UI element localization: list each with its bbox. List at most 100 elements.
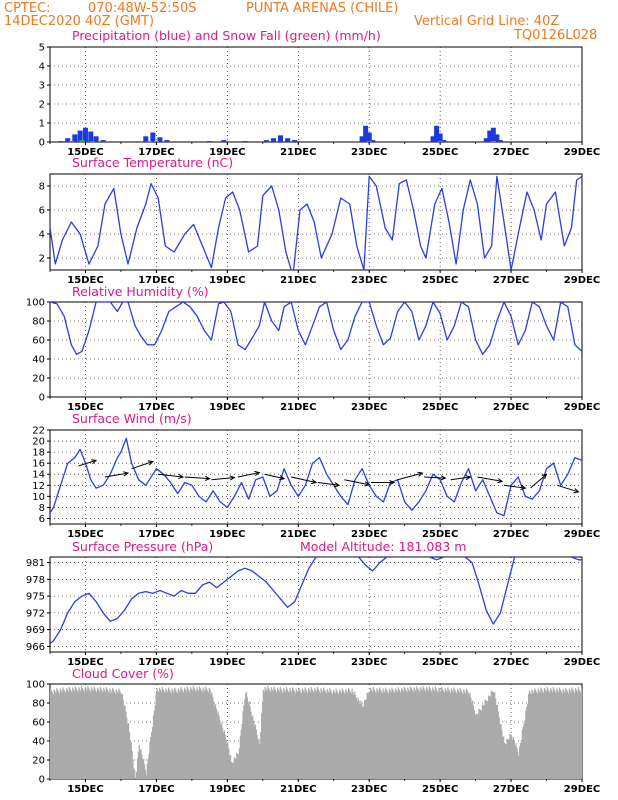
cloud-bar xyxy=(372,687,374,779)
cloud-bar xyxy=(376,688,378,779)
cloud-bar xyxy=(374,690,376,779)
cloud-bar xyxy=(50,690,53,779)
plot-frame xyxy=(49,429,583,525)
cloud-bar xyxy=(177,688,179,779)
cloud-bar xyxy=(415,691,417,779)
cloud-bar xyxy=(472,700,474,779)
temperature-title: Surface Temperature (nC) xyxy=(72,155,233,170)
cloud-bar xyxy=(259,743,261,779)
precip-bar xyxy=(278,135,284,142)
cloud-bar xyxy=(455,691,457,779)
cloud-bar xyxy=(113,691,116,779)
cloud-bar xyxy=(299,689,301,779)
cloud-bar xyxy=(257,740,259,779)
cloud-bar xyxy=(140,749,142,779)
cloud-bar xyxy=(548,690,550,779)
cloud-bar xyxy=(278,691,280,779)
cloud-bar xyxy=(112,689,115,779)
cloud-bar xyxy=(434,686,436,779)
cloud-bar xyxy=(100,688,102,779)
cloud-bar xyxy=(382,688,384,779)
wind-arrow-shaft xyxy=(557,484,579,493)
cloud-bar xyxy=(562,688,564,779)
cloud-bar xyxy=(532,691,534,779)
cloud-bar xyxy=(521,729,523,779)
cloud-bar xyxy=(152,715,155,779)
cloud-bar xyxy=(72,687,74,779)
cloud-bar xyxy=(460,689,462,779)
cloud-bar xyxy=(505,744,507,779)
pressure-panel: 15DEC 17DEC 19DEC 21DEC 23DEC 25DEC 27DEC 29DEC… xyxy=(26,556,600,668)
cloud-bar xyxy=(171,688,173,779)
cloud-bar xyxy=(506,738,508,779)
cloud-bar xyxy=(441,688,444,779)
cloud-bar xyxy=(355,694,357,779)
cloud-bar xyxy=(430,690,432,779)
cloud-bar xyxy=(557,690,559,779)
wind-arrow-shaft xyxy=(317,482,340,486)
cloud-bar xyxy=(461,691,463,779)
cloud-bar xyxy=(474,715,476,779)
cloud-bar xyxy=(127,723,129,779)
cloud-bar xyxy=(323,687,325,779)
cloud-bar xyxy=(516,747,518,779)
cloud-bar xyxy=(263,691,265,779)
y-tick-label: 0 xyxy=(39,138,45,149)
cloud-bar xyxy=(108,693,110,779)
cloud-bar xyxy=(73,691,76,779)
cloud-bar xyxy=(472,705,475,779)
wind-arrow-shaft xyxy=(237,472,260,478)
cloud-bar xyxy=(226,743,228,779)
wind-arrow-head xyxy=(178,473,185,480)
cloud-bar xyxy=(128,731,131,779)
cloud-bar xyxy=(496,704,499,779)
cloud-bar xyxy=(129,740,131,779)
x-tick-label: 15DEC xyxy=(67,529,103,540)
cloud-bar xyxy=(387,693,390,779)
cloud-bar xyxy=(349,691,351,779)
cloud-bar xyxy=(295,688,297,779)
cloud-bar xyxy=(77,692,79,779)
cloud-bar xyxy=(104,691,107,779)
cloud-bar xyxy=(184,689,186,779)
cloud-bar xyxy=(208,687,210,779)
cloud-bar xyxy=(309,691,311,779)
cloud-bar xyxy=(498,717,500,779)
cloud-bar xyxy=(193,687,195,779)
cloud-bar xyxy=(504,743,507,779)
cloud-bar xyxy=(268,688,270,779)
cloud-bar xyxy=(441,686,443,779)
cloud-bar xyxy=(293,691,296,779)
x-tick-label: 15DEC xyxy=(67,657,103,668)
cloud-bar xyxy=(475,713,477,779)
cloud-bar xyxy=(258,738,260,779)
cloud-bar xyxy=(283,687,285,779)
cloud-bar xyxy=(237,753,239,779)
cloud-bar xyxy=(425,691,427,779)
cloud-bar xyxy=(494,692,496,779)
x-tick-label: 19DEC xyxy=(209,657,245,668)
cloud-bar xyxy=(126,717,128,779)
y-tick-label: 0 xyxy=(39,775,45,786)
cloud-bar xyxy=(228,748,230,779)
cloud-bar xyxy=(388,688,390,779)
cloud-bar xyxy=(220,725,222,779)
cloud-bar xyxy=(322,692,324,779)
cloud-bar xyxy=(424,689,426,779)
cloud-bar xyxy=(444,688,446,779)
cloud-bar xyxy=(390,692,392,779)
wind-arrow-head xyxy=(91,459,98,465)
cloud-bar xyxy=(190,688,193,779)
y-tick-label: 2 xyxy=(39,100,45,111)
model-altitude: Model Altitude: 181.083 m xyxy=(300,539,466,554)
plot-frame xyxy=(49,173,583,271)
cloud-bar xyxy=(326,688,328,779)
cloud-bar xyxy=(405,690,407,779)
cloud-bar xyxy=(254,724,257,779)
cloud-bar xyxy=(334,693,336,779)
x-tick-label: 21DEC xyxy=(280,529,316,540)
cloud-bar xyxy=(442,690,444,779)
wind-arrow-head xyxy=(254,470,261,477)
cloud-bar xyxy=(439,689,441,779)
x-tick-label: 27DEC xyxy=(493,657,529,668)
